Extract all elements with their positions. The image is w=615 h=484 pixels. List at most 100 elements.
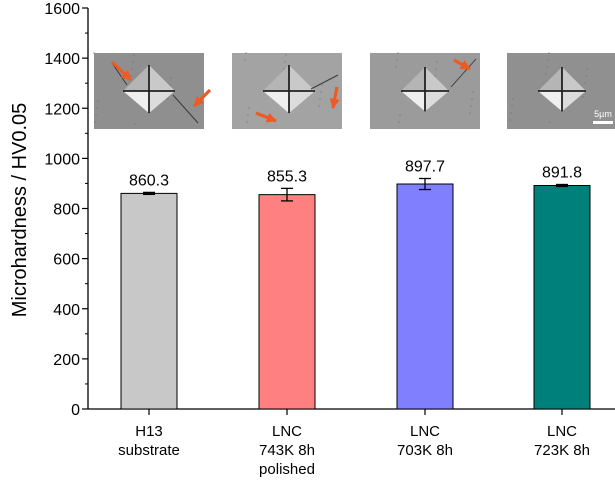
indentation-facet: [401, 91, 425, 112]
micrograph-speckle: [398, 121, 400, 123]
indentation-facet: [425, 91, 449, 112]
indentation-facet: [538, 67, 562, 91]
micrograph-speckle: [546, 66, 548, 68]
y-tick-label: 200: [53, 352, 80, 369]
micrograph-speckle: [167, 98, 169, 100]
micrograph-speckle: [248, 107, 250, 109]
micrograph-speckle: [435, 68, 437, 70]
pointer-arrow: [329, 86, 340, 110]
indentation-facet: [562, 91, 586, 112]
micrograph-speckle: [471, 98, 473, 100]
micrograph-speckle: [321, 84, 323, 86]
x-tick-label: LNC 703K 8h: [397, 423, 453, 459]
bar: [533, 184, 591, 410]
y-axis-label: Microhardness / HV0.05: [9, 103, 31, 318]
x-tick-label-line: LNC: [547, 423, 577, 440]
micrograph-speckle: [395, 66, 397, 68]
x-tick-label-line: H13: [135, 423, 163, 440]
y-tick-label: 1000: [44, 151, 80, 168]
crack-line: [172, 94, 199, 124]
micrograph-speckle: [397, 52, 399, 54]
micrograph-speckle: [170, 77, 172, 79]
indentation-facet: [123, 65, 149, 91]
data-label: 897.7: [405, 159, 445, 176]
pointer-arrow: [255, 111, 277, 123]
pointer-arrow: [192, 88, 212, 108]
micrograph-speckle: [319, 98, 321, 100]
error-bar: [143, 191, 155, 196]
x-tick-label-line: substrate: [118, 442, 180, 459]
error-bar: [281, 187, 293, 202]
micrograph-speckle: [469, 112, 471, 114]
data-label: 855.3: [267, 168, 307, 185]
micrograph-speckle: [247, 114, 249, 116]
pointer-arrow: [110, 60, 133, 82]
indentation-facet: [149, 91, 175, 114]
indentation-micrograph: [232, 52, 342, 129]
micrograph-speckle: [396, 59, 398, 61]
x-tick-label: LNC 743K 8h polished: [259, 423, 315, 478]
x-tick-label: H13 substrate: [118, 423, 180, 459]
y-tick-label: 1400: [44, 51, 80, 68]
micrograph-speckle: [318, 105, 320, 107]
micrograph-speckle: [510, 112, 512, 114]
micrograph-speckle: [244, 59, 246, 61]
micrograph-speckle: [94, 121, 96, 123]
y-tick-label: 1600: [44, 1, 80, 18]
indentation-facet: [289, 65, 315, 91]
crack-line: [111, 62, 128, 86]
micrograph-speckle: [399, 114, 401, 116]
data-label: 860.3: [129, 172, 169, 189]
indentation-micrograph: [370, 52, 480, 129]
indentation-micrograph: 5µm: [507, 52, 615, 129]
indentation-micrograph: [93, 52, 212, 129]
x-tick-label-line: polished: [259, 461, 315, 478]
micrograph-speckle: [95, 114, 97, 116]
micrograph-speckle: [549, 121, 551, 123]
micrograph-speckle: [586, 68, 588, 70]
micrograph-speckle: [134, 123, 136, 125]
micrograph-speckle: [545, 73, 547, 75]
micrograph-speckle: [582, 96, 584, 98]
x-tick-label-line: 743K 8h: [259, 442, 315, 459]
indentation-facet: [289, 91, 315, 114]
micrograph-speckle: [434, 75, 436, 77]
indentation-facet: [401, 67, 425, 91]
micrograph-speckle: [548, 52, 550, 54]
y-tick-label: 0: [71, 402, 80, 419]
micrograph-speckle: [131, 68, 133, 70]
data-label: 891.8: [542, 164, 582, 181]
micrograph-speckle: [436, 61, 438, 63]
micrograph-speckle: [585, 75, 587, 77]
micrograph-speckle: [511, 105, 513, 107]
y-tick-label: 400: [53, 302, 80, 319]
micrograph-speckle: [246, 121, 248, 123]
scale-bar-label: 5µm: [594, 109, 612, 119]
x-tick-label: LNC 723K 8h: [534, 423, 590, 459]
indentation-facet: [538, 91, 562, 112]
bar: [120, 192, 178, 410]
micrograph-speckle: [169, 84, 171, 86]
error-bar: [419, 177, 431, 191]
bar: [396, 183, 454, 410]
bars: 860.3 855.3 897.7 891.8: [120, 159, 591, 410]
indentation-facet: [263, 91, 289, 114]
indentation-facet: [425, 67, 449, 91]
x-tick-label-line: LNC: [272, 423, 302, 440]
micrograph-speckle: [472, 91, 474, 93]
y-axis: 0 200 400 600 800 1000 1200 1400 1600: [44, 1, 89, 419]
y-tick-label: 600: [53, 252, 80, 269]
x-tick-label-line: LNC: [410, 423, 440, 440]
micrograph-speckle: [245, 52, 247, 54]
micrograph-speckle: [547, 59, 549, 61]
micrograph-speckle: [130, 75, 132, 77]
y-tick-label: 800: [53, 202, 80, 219]
crack-line: [450, 58, 477, 88]
micrograph-speckle: [133, 54, 135, 56]
indentation-facet: [263, 65, 289, 91]
micrograph-speckle: [584, 82, 586, 84]
micrograph-speckle: [93, 52, 95, 54]
y-tick-label: 1200: [44, 101, 80, 118]
crack-line: [310, 74, 339, 90]
